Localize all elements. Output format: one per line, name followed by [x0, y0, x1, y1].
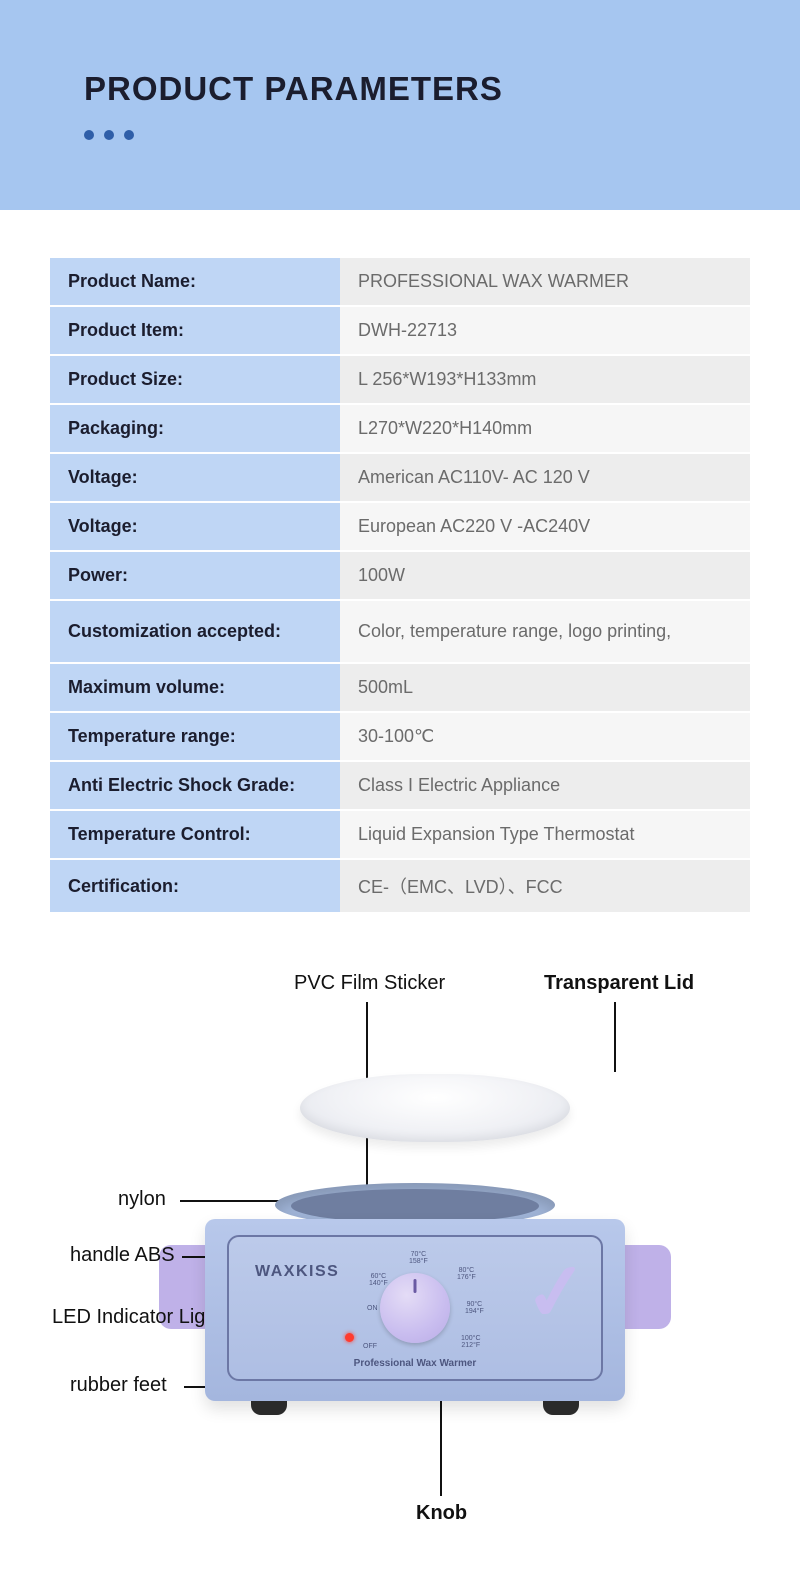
led-icon — [345, 1333, 354, 1342]
spec-value: Liquid Expansion Type Thermostat — [340, 810, 750, 859]
temp-tick: 100°C 212°F — [461, 1335, 481, 1349]
spec-label: Product Size: — [50, 355, 340, 404]
temp-tick: 90°C 194°F — [465, 1301, 484, 1315]
table-row: Voltage:European AC220 V -AC240V — [50, 502, 750, 551]
spec-label: Temperature Control: — [50, 810, 340, 859]
dot-icon — [124, 130, 134, 140]
brand-logo: WAXKISS — [255, 1263, 339, 1281]
spec-value: L 256*W193*H133mm — [340, 355, 750, 404]
device-panel: WAXKISS ✓ ON OFF 60°C 140°F 70°C 158°F 8… — [227, 1235, 603, 1381]
table-row: Temperature range:30-100℃ — [50, 712, 750, 761]
spec-label: Packaging: — [50, 404, 340, 453]
rubber-foot-icon — [251, 1401, 287, 1415]
spec-value: PROFESSIONAL WAX WARMER — [340, 258, 750, 306]
spec-label: Voltage: — [50, 502, 340, 551]
table-row: Product Item:DWH-22713 — [50, 306, 750, 355]
device-body-icon: WAXKISS ✓ ON OFF 60°C 140°F 70°C 158°F 8… — [205, 1219, 625, 1401]
table-row: Anti Electric Shock Grade:Class I Electr… — [50, 761, 750, 810]
spec-label: Voltage: — [50, 453, 340, 502]
table-row: Packaging:L270*W220*H140mm — [50, 404, 750, 453]
spec-label: Product Item: — [50, 306, 340, 355]
spec-value: L270*W220*H140mm — [340, 404, 750, 453]
product-diagram: PVC Film Sticker Transparent Lid nylon h… — [0, 954, 800, 1574]
spec-label: Certification: — [50, 859, 340, 913]
off-label: OFF — [363, 1343, 377, 1350]
temp-tick: 80°C 176°F — [457, 1267, 476, 1281]
callout-knob: Knob — [416, 1502, 467, 1525]
table-row: Customization accepted:Color, temperatur… — [50, 600, 750, 663]
page-title: PRODUCT PARAMETERS — [84, 70, 800, 108]
callout-led: LED Indicator Light — [52, 1306, 222, 1329]
sub-brand: Professional Wax Warmer — [354, 1358, 477, 1369]
spec-value: 100W — [340, 551, 750, 600]
rubber-foot-icon — [543, 1401, 579, 1415]
spec-label: Temperature range: — [50, 712, 340, 761]
header-banner: PRODUCT PARAMETERS — [0, 0, 800, 210]
transparent-lid-icon — [300, 1074, 570, 1142]
decorative-dots — [84, 130, 800, 140]
temp-tick: 70°C 158°F — [409, 1251, 428, 1265]
spec-label: Anti Electric Shock Grade: — [50, 761, 340, 810]
temp-tick: 60°C 140°F — [369, 1273, 388, 1287]
spec-label: Maximum volume: — [50, 663, 340, 712]
callout-line — [180, 1200, 290, 1202]
pot-inner-icon — [291, 1189, 539, 1223]
spec-value: CE-（EMC、LVD）、FCC — [340, 859, 750, 913]
table-row: Temperature Control:Liquid Expansion Typ… — [50, 810, 750, 859]
table-row: Product Size:L 256*W193*H133mm — [50, 355, 750, 404]
callout-feet: rubber feet — [70, 1374, 167, 1397]
spec-value: American AC110V- AC 120 V — [340, 453, 750, 502]
spec-value: Color, temperature range, logo printing, — [340, 600, 750, 663]
spec-value: European AC220 V -AC240V — [340, 502, 750, 551]
dot-icon — [84, 130, 94, 140]
callout-lid: Transparent Lid — [544, 972, 694, 995]
spec-value: DWH-22713 — [340, 306, 750, 355]
table-row: Product Name:PROFESSIONAL WAX WARMER — [50, 258, 750, 306]
dot-icon — [104, 130, 114, 140]
spec-label: Customization accepted: — [50, 600, 340, 663]
callout-line — [614, 1002, 616, 1072]
table-row: Maximum volume:500mL — [50, 663, 750, 712]
table-row: Voltage:American AC110V- AC 120 V — [50, 453, 750, 502]
spec-value: Class I Electric Appliance — [340, 761, 750, 810]
callout-nylon: nylon — [118, 1188, 166, 1211]
callout-pvc: PVC Film Sticker — [294, 972, 445, 995]
table-row: Certification:CE-（EMC、LVD）、FCC — [50, 859, 750, 913]
callout-handle: handle ABS — [70, 1244, 175, 1267]
spec-value: 30-100℃ — [340, 712, 750, 761]
device-illustration: WAXKISS ✓ ON OFF 60°C 140°F 70°C 158°F 8… — [205, 1219, 625, 1401]
spec-table: Product Name:PROFESSIONAL WAX WARMERProd… — [50, 258, 750, 914]
on-label: ON — [367, 1305, 378, 1312]
knob-icon — [380, 1273, 450, 1343]
spec-label: Product Name: — [50, 258, 340, 306]
table-row: Power:100W — [50, 551, 750, 600]
check-icon: ✓ — [520, 1250, 593, 1334]
spec-value: 500mL — [340, 663, 750, 712]
spec-label: Power: — [50, 551, 340, 600]
